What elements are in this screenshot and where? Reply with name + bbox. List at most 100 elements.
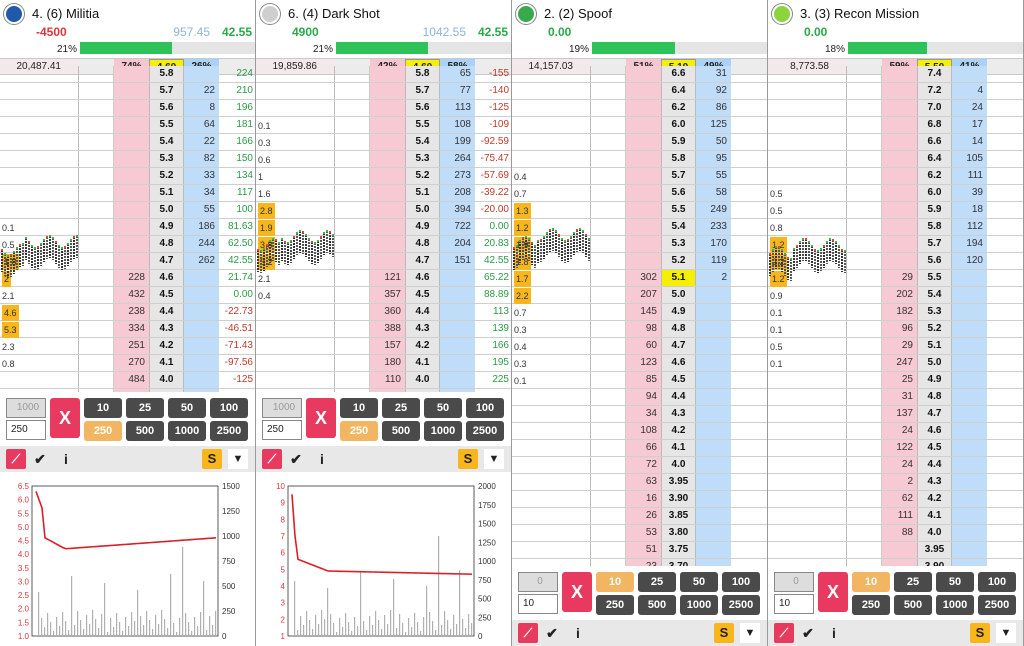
back-cell[interactable]: 26 [626, 508, 661, 524]
dropdown-arrow-icon[interactable]: ▼ [484, 449, 504, 469]
lay-cell[interactable] [696, 525, 731, 541]
info-icon[interactable]: i [832, 625, 836, 641]
lay-cell[interactable]: 105 [952, 151, 987, 167]
lay-cell[interactable]: 39 [952, 185, 987, 201]
lay-cell[interactable] [952, 423, 987, 439]
back-cell[interactable] [370, 253, 405, 269]
back-cell[interactable] [882, 117, 917, 133]
stake-input[interactable]: 10 [518, 594, 558, 614]
back-cell[interactable] [626, 100, 661, 116]
my-orders-cell[interactable] [335, 66, 370, 82]
back-cell[interactable]: 251 [114, 338, 149, 354]
my-orders-cell[interactable] [847, 321, 882, 337]
back-cell[interactable]: 357 [370, 287, 405, 303]
my-orders-cell[interactable] [847, 117, 882, 133]
lay-cell[interactable] [696, 287, 731, 303]
lay-cell[interactable]: 34 [184, 185, 219, 201]
my-orders-cell[interactable] [335, 151, 370, 167]
lay-cell[interactable]: 31 [696, 66, 731, 82]
back-cell[interactable]: 110 [370, 372, 405, 388]
my-orders-cell[interactable] [79, 219, 114, 235]
my-orders-cell[interactable] [335, 372, 370, 388]
back-cell[interactable] [626, 219, 661, 235]
my-orders-cell[interactable] [79, 66, 114, 82]
lay-cell[interactable]: 208 [440, 185, 475, 201]
my-orders-cell[interactable] [847, 83, 882, 99]
my-orders-cell[interactable] [591, 474, 626, 490]
back-cell[interactable] [882, 100, 917, 116]
back-cell[interactable] [114, 83, 149, 99]
stake-button-50[interactable]: 50 [168, 398, 206, 418]
my-orders-cell[interactable] [591, 304, 626, 320]
stake-button-10[interactable]: 10 [852, 572, 890, 592]
stake-button-1000[interactable]: 1000 [424, 421, 462, 441]
back-cell[interactable] [114, 151, 149, 167]
lay-cell[interactable]: 119 [696, 253, 731, 269]
lay-cell[interactable] [184, 372, 219, 388]
lay-cell[interactable] [952, 508, 987, 524]
s-button[interactable]: S [202, 449, 222, 469]
lay-cell[interactable] [952, 440, 987, 456]
chart-icon[interactable]: ⟋ [6, 449, 26, 469]
dropdown-arrow-icon[interactable]: ▼ [740, 623, 760, 643]
my-orders-cell[interactable] [591, 355, 626, 371]
stake-left-field[interactable]: 0 [774, 572, 814, 592]
my-orders-cell[interactable] [591, 66, 626, 82]
my-orders-cell[interactable] [335, 270, 370, 286]
lay-cell[interactable] [696, 508, 731, 524]
lay-cell[interactable]: 233 [696, 219, 731, 235]
back-cell[interactable]: 123 [626, 355, 661, 371]
lay-cell[interactable]: 112 [952, 219, 987, 235]
back-cell[interactable] [626, 185, 661, 201]
stake-button-100[interactable]: 100 [722, 572, 760, 592]
back-cell[interactable] [114, 236, 149, 252]
stake-button-50[interactable]: 50 [680, 572, 718, 592]
my-orders-cell[interactable] [335, 219, 370, 235]
lay-cell[interactable] [952, 525, 987, 541]
lay-cell[interactable] [184, 270, 219, 286]
back-cell[interactable] [370, 168, 405, 184]
lay-cell[interactable] [696, 304, 731, 320]
my-orders-cell[interactable] [335, 321, 370, 337]
my-orders-cell[interactable] [847, 440, 882, 456]
back-cell[interactable]: 228 [114, 270, 149, 286]
back-cell[interactable]: 182 [882, 304, 917, 320]
back-cell[interactable] [114, 185, 149, 201]
lay-cell[interactable]: 120 [952, 253, 987, 269]
stake-button-1000[interactable]: 1000 [680, 595, 718, 615]
my-orders-cell[interactable] [847, 525, 882, 541]
stake-button-50[interactable]: 50 [424, 398, 462, 418]
my-orders-cell[interactable] [79, 151, 114, 167]
my-orders-cell[interactable] [847, 168, 882, 184]
info-icon[interactable]: i [576, 625, 580, 641]
back-cell[interactable]: 270 [114, 355, 149, 371]
back-cell[interactable]: 111 [882, 508, 917, 524]
back-cell[interactable]: 34 [626, 406, 661, 422]
lay-cell[interactable] [952, 66, 987, 82]
my-orders-cell[interactable] [847, 474, 882, 490]
lay-cell[interactable] [440, 338, 475, 354]
back-cell[interactable] [626, 202, 661, 218]
cancel-all-button[interactable]: X [50, 398, 80, 438]
stake-button-2500[interactable]: 2500 [978, 595, 1016, 615]
my-orders-cell[interactable] [847, 287, 882, 303]
back-cell[interactable]: 24 [882, 423, 917, 439]
my-orders-cell[interactable] [847, 406, 882, 422]
my-orders-cell[interactable] [591, 83, 626, 99]
double-check-icon[interactable]: ✔ [802, 625, 814, 641]
my-orders-cell[interactable] [847, 457, 882, 473]
lay-cell[interactable]: 722 [440, 219, 475, 235]
my-orders-cell[interactable] [79, 168, 114, 184]
lay-cell[interactable]: 64 [184, 117, 219, 133]
back-cell[interactable]: 31 [882, 389, 917, 405]
my-orders-cell[interactable] [591, 525, 626, 541]
back-cell[interactable] [114, 134, 149, 150]
lay-cell[interactable]: 194 [952, 236, 987, 252]
back-cell[interactable] [882, 185, 917, 201]
back-cell[interactable]: 63 [626, 474, 661, 490]
lay-cell[interactable] [952, 406, 987, 422]
back-cell[interactable] [626, 117, 661, 133]
my-orders-cell[interactable] [591, 508, 626, 524]
back-cell[interactable]: 360 [370, 304, 405, 320]
s-button[interactable]: S [458, 449, 478, 469]
